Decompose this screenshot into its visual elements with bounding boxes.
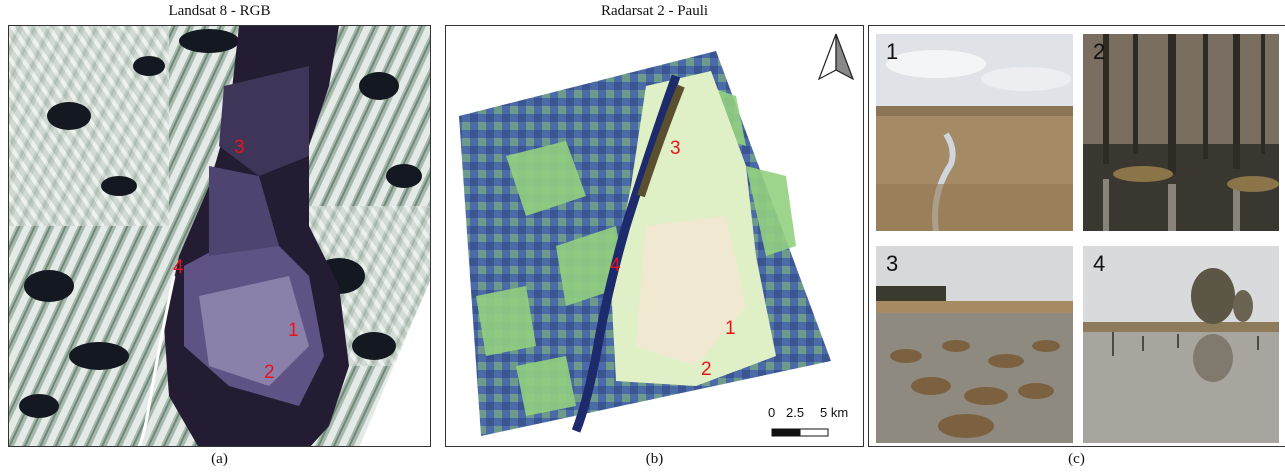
field-photo-2: 2: [1083, 34, 1279, 231]
field-photos-panel: 1 2: [868, 25, 1285, 447]
field-photo-4: 4: [1083, 246, 1279, 443]
scale-tick-5km: 5 km: [820, 405, 848, 420]
photo-number-1: 1: [886, 39, 899, 64]
radarsat-site-label-2: 2: [701, 359, 712, 380]
landsat-site-label-4: 4: [173, 257, 184, 278]
panel-a-caption: (a): [211, 451, 228, 467]
landsat-map: 3 4 1 2: [9, 26, 430, 446]
field-photo-3: 3: [876, 246, 1073, 443]
radarsat-site-label-4: 4: [610, 255, 621, 276]
radarsat-site-label-3: 3: [670, 138, 681, 159]
landsat-site-label-3: 3: [234, 137, 245, 158]
scale-tick-2-5: 2.5: [786, 405, 804, 420]
photo-number-4: 4: [1093, 251, 1106, 276]
scale-bar: 0 2.5 5 km: [768, 405, 848, 437]
panel-b-title: Radarsat 2 - Pauli: [600, 3, 709, 19]
radarsat-map-panel: 3 4 1 2 0 2.5 5 km: [445, 25, 864, 447]
landsat-map-panel: 3 4 1 2: [8, 25, 431, 447]
field-photo-1: 1: [876, 34, 1073, 231]
radarsat-map: 3 4 1 2 0 2.5 5 km: [459, 33, 855, 437]
panel-c-caption: (c): [1068, 451, 1085, 467]
panel-a-title: Landsat 8 - RGB: [168, 3, 271, 19]
photo-number-3: 3: [886, 251, 899, 276]
panel-b-caption: (b): [645, 451, 664, 467]
radarsat-site-label-1: 1: [725, 318, 736, 339]
north-arrow-icon: [817, 33, 855, 81]
scale-tick-0: 0: [768, 405, 775, 420]
landsat-site-label-1: 1: [288, 320, 299, 341]
photo-number-2: 2: [1093, 39, 1106, 64]
landsat-site-label-2: 2: [264, 362, 275, 383]
